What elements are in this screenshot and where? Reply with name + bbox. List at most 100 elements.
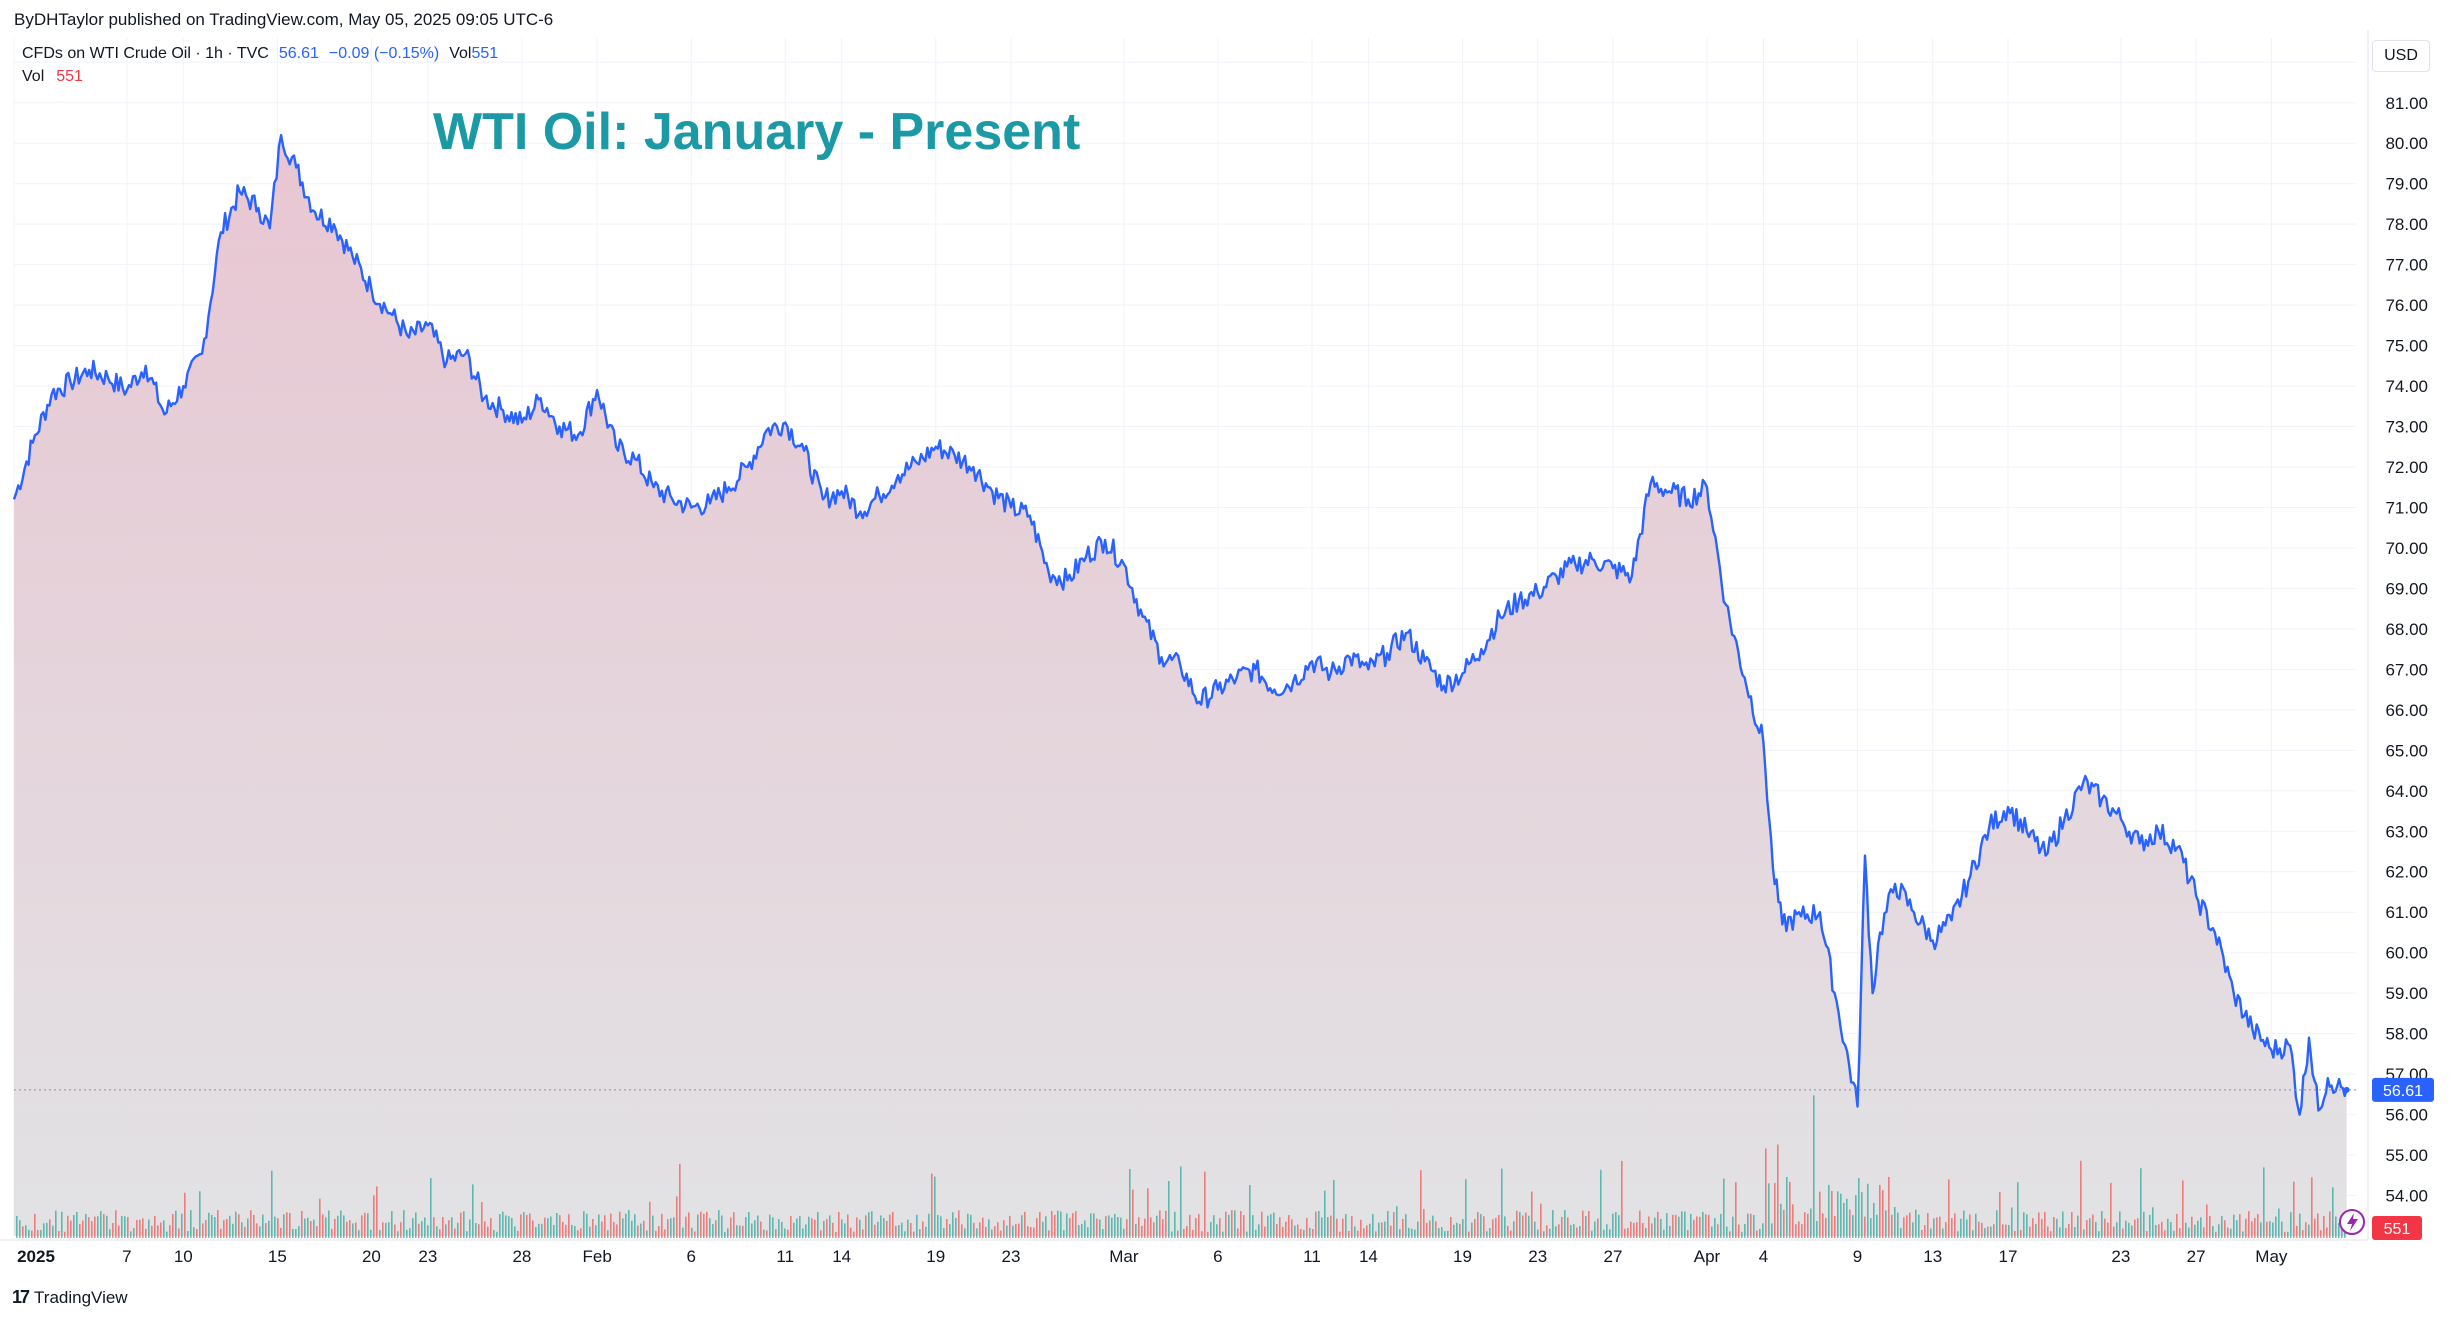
volume-bar (1498, 1214, 1500, 1238)
volume-bar (1570, 1225, 1572, 1238)
volume-bar (1420, 1170, 1422, 1238)
volume-bar (193, 1227, 195, 1238)
volume-bar (868, 1212, 870, 1238)
volume-bar (490, 1217, 492, 1238)
volume-bar (1099, 1219, 1101, 1238)
volume-bar (1873, 1202, 1875, 1238)
volume-bar (40, 1230, 42, 1238)
volume-bar (283, 1214, 285, 1238)
volume-bar (841, 1219, 843, 1238)
volume-bar (1804, 1212, 1806, 1238)
tradingview-logo[interactable]: 17 TradingView (12, 1287, 128, 1308)
volume-bar (1966, 1219, 1968, 1238)
volume-bar (238, 1214, 240, 1238)
x-tick-label: 6 (686, 1247, 695, 1266)
volume-bar (2260, 1222, 2262, 1238)
volume-bar (625, 1213, 627, 1238)
volume-bar (700, 1211, 702, 1238)
volume-bar (1612, 1213, 1614, 1238)
y-tick-label: 69.00 (2385, 579, 2428, 598)
volume-bar (187, 1231, 189, 1238)
volume-bar (49, 1219, 51, 1238)
volume-bar (775, 1229, 777, 1238)
volume-bar (940, 1216, 942, 1238)
volume-bar (292, 1228, 294, 1238)
volume-bar (2221, 1216, 2223, 1238)
volume-bar (619, 1211, 621, 1238)
y-tick-label: 63.00 (2385, 822, 2428, 841)
volume-bar (178, 1228, 180, 1238)
volume-bar (1444, 1231, 1446, 1238)
volume-bar (1201, 1231, 1203, 1238)
volume-bar (1705, 1214, 1707, 1238)
volume-bar (1051, 1210, 1053, 1238)
volume-bar (1867, 1183, 1869, 1238)
volume-bar (70, 1220, 72, 1238)
volume-bar (2188, 1227, 2190, 1238)
volume-bar (1930, 1228, 1932, 1238)
volume-bar (1336, 1218, 1338, 1238)
volume-bar (1120, 1217, 1122, 1238)
volume-bar (781, 1221, 783, 1238)
symbol-name[interactable]: CFDs on WTI Crude Oil · 1h · TVC (22, 45, 269, 62)
volume-bar (2266, 1221, 2268, 1238)
volume-bar (2317, 1213, 2319, 1238)
volume-bar (745, 1217, 747, 1238)
volume-legend-label[interactable]: Vol (22, 68, 45, 85)
volume-bar (2206, 1204, 2208, 1238)
volume-bar (76, 1211, 78, 1238)
volume-bar (2218, 1224, 2220, 1238)
volume-bar (997, 1222, 999, 1238)
lightning-glyph (2347, 1213, 2358, 1231)
volume-bar (592, 1218, 594, 1238)
volume-bar (1711, 1226, 1713, 1238)
volume-bar (124, 1216, 126, 1238)
y-tick-label: 55.00 (2385, 1146, 2428, 1165)
volume-bar (652, 1215, 654, 1238)
volume-bar (349, 1220, 351, 1238)
volume-bar (1849, 1209, 1851, 1238)
volume-bar (1222, 1231, 1224, 1238)
volume-bar (865, 1215, 867, 1238)
volume-bar (2146, 1231, 2148, 1238)
volume-bar (1651, 1223, 1653, 1238)
volume-bar (1024, 1211, 1026, 1238)
volume-bar (2008, 1225, 2010, 1238)
volume-bar (688, 1212, 690, 1238)
volume-bar (2305, 1222, 2307, 1238)
chart-title: WTI Oil: January - Present (433, 103, 1081, 161)
volume-bar (1063, 1230, 1065, 1238)
volume-bar (61, 1211, 63, 1238)
volume-bar (202, 1223, 204, 1238)
volume-bar (1288, 1215, 1290, 1238)
volume-bar (2143, 1211, 2145, 1238)
volume-bar (142, 1218, 144, 1238)
volume-bar (1330, 1215, 1332, 1238)
volume-bar (646, 1230, 648, 1238)
volume-bar (1774, 1182, 1776, 1238)
volume-bar (2203, 1227, 2205, 1238)
y-tick-label: 77.00 (2385, 256, 2428, 275)
volume-bar (1054, 1214, 1056, 1238)
volume-bar (1795, 1224, 1797, 1238)
volume-bar (1297, 1224, 1299, 1238)
volume-bar (778, 1219, 780, 1238)
volume-bar (601, 1221, 603, 1238)
volume-bar (1360, 1219, 1362, 1238)
volume-bar (1036, 1218, 1038, 1238)
volume-bar (1801, 1224, 1803, 1238)
x-tick-label: 11 (1303, 1247, 1321, 1266)
volume-bar (1141, 1225, 1143, 1238)
volume-bar (1789, 1181, 1791, 1238)
current-price-tag (2372, 1077, 2434, 1102)
volume-bar (514, 1226, 516, 1238)
x-tick-label: 10 (174, 1247, 193, 1266)
volume-bar (1339, 1231, 1341, 1238)
volume-bar (343, 1215, 345, 1238)
volume-bar (1126, 1219, 1128, 1238)
volume-bar (1615, 1211, 1617, 1238)
volume-bar (757, 1215, 759, 1238)
volume-bar (1825, 1217, 1827, 1238)
currency-button[interactable]: USD (2372, 40, 2430, 72)
